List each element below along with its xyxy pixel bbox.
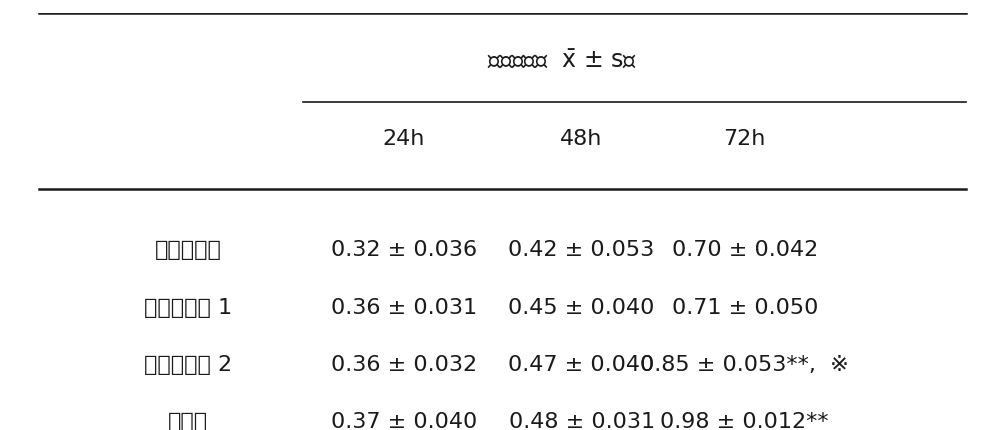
Text: 24h: 24h — [383, 129, 425, 150]
Text: 0.85 ± 0.053**,  ※: 0.85 ± 0.053**, ※ — [640, 355, 849, 375]
Text: 0.45 ± 0.040: 0.45 ± 0.040 — [508, 298, 655, 318]
Text: 48h: 48h — [560, 129, 603, 150]
Text: 0.36 ± 0.031: 0.36 ± 0.031 — [331, 298, 477, 318]
Text: 0.32 ± 0.036: 0.32 ± 0.036 — [331, 240, 477, 260]
Text: 0.36 ± 0.032: 0.36 ± 0.032 — [331, 355, 477, 375]
Text: 0.98 ± 0.012**: 0.98 ± 0.012** — [660, 412, 829, 430]
Text: 0.71 ± 0.050: 0.71 ± 0.050 — [672, 298, 818, 318]
Text: 0.42 ± 0.053: 0.42 ± 0.053 — [508, 240, 655, 260]
Text: 光密度值（  $\mathregular{\bar{x}}$ ± s）: 光密度值（ $\mathregular{\bar{x}}$ ± s） — [487, 48, 637, 72]
Text: 阴性对照组: 阴性对照组 — [155, 240, 221, 260]
Text: 阳性对照组 1: 阳性对照组 1 — [144, 298, 232, 318]
Text: 0.70 ± 0.042: 0.70 ± 0.042 — [672, 240, 818, 260]
Text: 实验组: 实验组 — [168, 412, 208, 430]
Text: 阳性对照组 2: 阳性对照组 2 — [144, 355, 232, 375]
Text: 0.47 ± 0.040: 0.47 ± 0.040 — [508, 355, 655, 375]
Text: 0.48 ± 0.031: 0.48 ± 0.031 — [509, 412, 655, 430]
Text: 72h: 72h — [724, 129, 766, 150]
Text: 0.37 ± 0.040: 0.37 ± 0.040 — [331, 412, 477, 430]
